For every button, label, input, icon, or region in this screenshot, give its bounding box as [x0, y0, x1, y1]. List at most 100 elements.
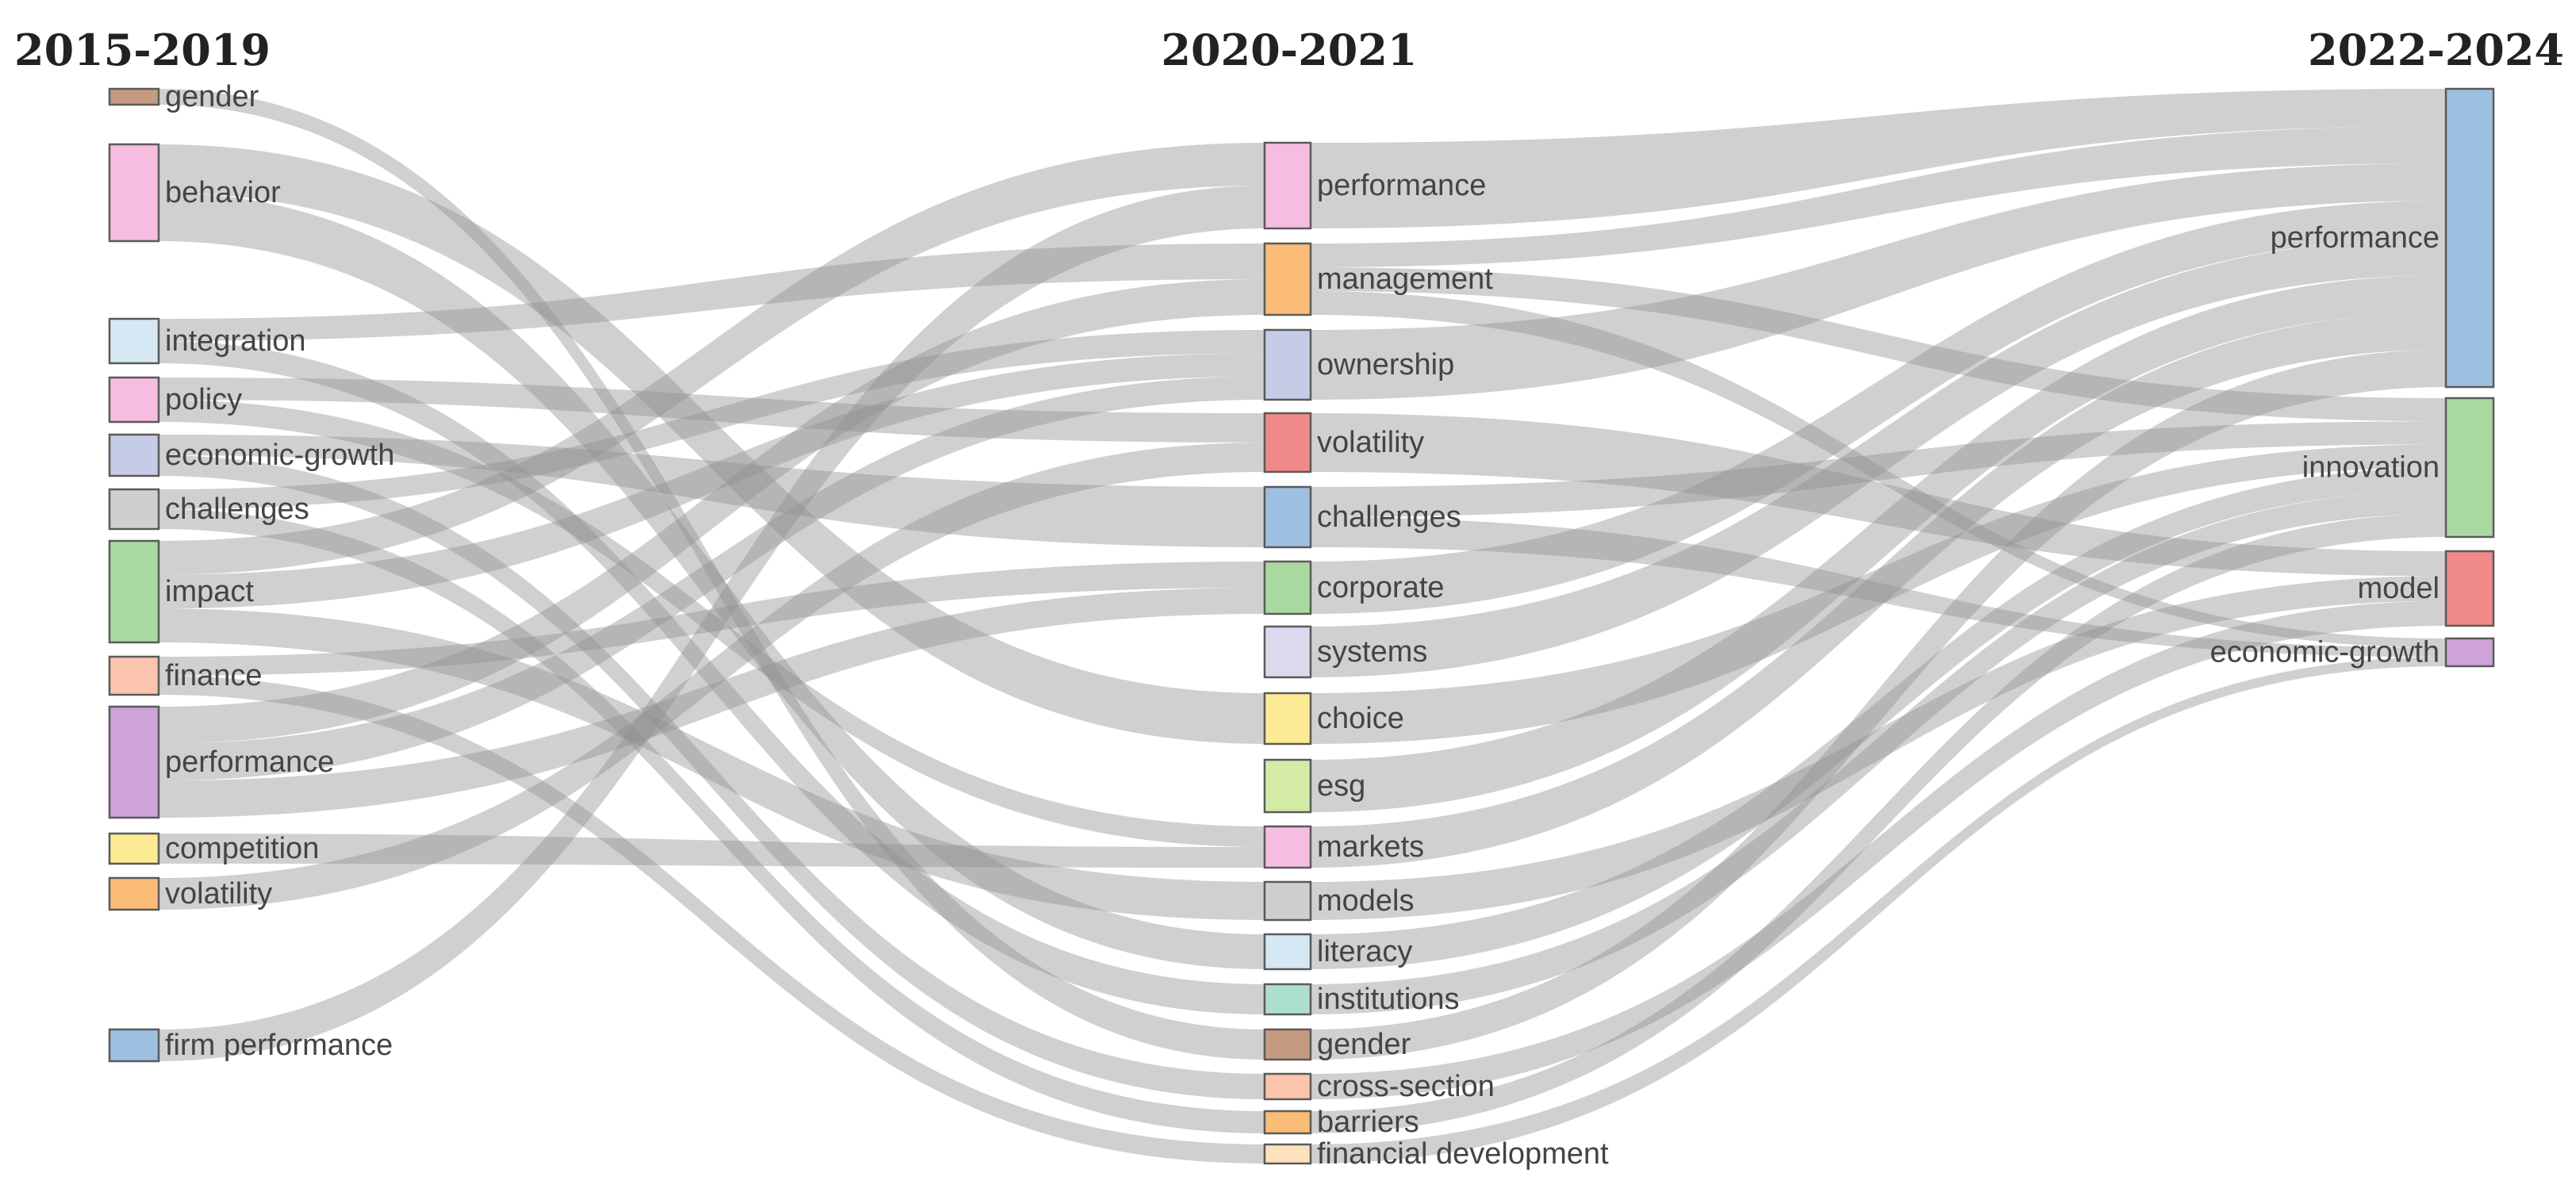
node-b-cross-section[interactable]: cross-section — [1263, 1070, 1495, 1103]
flow-b-systems-to-c-performance[interactable] — [1311, 238, 2446, 677]
flow-a-performance-to-b-corporate[interactable] — [159, 588, 1265, 818]
node-bar-b-corporate[interactable] — [1263, 560, 1312, 615]
node-c-performance[interactable]: performance — [2271, 87, 2495, 389]
flow-b-challenges-to-c-economic-growth[interactable] — [1311, 517, 2446, 657]
node-a-challenges[interactable]: challenges — [108, 488, 309, 531]
node-bar-a-finance[interactable] — [108, 655, 160, 696]
flow-b-markets-to-c-performance[interactable] — [1311, 312, 2446, 868]
node-bar-b-performance[interactable] — [1263, 141, 1312, 230]
node-bar-a-performance[interactable] — [108, 705, 160, 819]
node-bar-a-integration[interactable] — [108, 317, 160, 365]
node-b-ownership[interactable]: ownership — [1263, 328, 1454, 401]
flow-b-corporate-to-c-performance[interactable] — [1311, 201, 2446, 614]
node-b-markets[interactable]: markets — [1263, 825, 1424, 869]
node-bar-b-financial-development[interactable] — [1263, 1143, 1312, 1165]
node-bar-b-institutions[interactable] — [1263, 983, 1312, 1016]
flow-a-volatility-to-b-volatility[interactable] — [159, 443, 1265, 910]
node-bar-b-models[interactable] — [1263, 880, 1312, 922]
node-bar-b-gender[interactable] — [1263, 1028, 1312, 1061]
flow-a-policy-to-b-volatility[interactable] — [159, 378, 1265, 443]
flow-a-behavior-to-b-literacy[interactable] — [159, 193, 1265, 969]
flow-b-esg-to-c-performance[interactable] — [1311, 275, 2446, 812]
flow-a-performance-to-b-ownership[interactable] — [159, 376, 1265, 781]
node-bar-b-ownership[interactable] — [1263, 328, 1312, 401]
node-bar-b-literacy[interactable] — [1263, 933, 1312, 971]
node-bar-c-economic-growth[interactable] — [2444, 637, 2495, 668]
node-bar-a-challenges[interactable] — [108, 488, 160, 531]
flow-a-finance-to-b-financial-development[interactable] — [159, 676, 1265, 1163]
flow-a-challenges-to-b-ownership[interactable] — [159, 330, 1265, 509]
node-bar-a-gender[interactable] — [108, 87, 160, 106]
node-bar-c-innovation[interactable] — [2444, 397, 2495, 539]
node-b-esg[interactable]: esg — [1263, 758, 1365, 814]
node-c-economic-growth[interactable]: economic-growth — [2210, 636, 2495, 669]
node-bar-c-model[interactable] — [2444, 550, 2495, 627]
node-a-gender[interactable]: gender — [108, 80, 259, 113]
node-a-finance[interactable]: finance — [108, 655, 263, 696]
node-a-behavior[interactable]: behavior — [108, 143, 281, 243]
node-b-institutions[interactable]: institutions — [1263, 983, 1460, 1016]
flow-b-financial-development-to-c-economic-growth[interactable] — [1311, 657, 2446, 1163]
node-b-performance[interactable]: performance — [1263, 141, 1486, 230]
node-bar-a-firm-performance[interactable] — [108, 1028, 160, 1063]
node-a-economic-growth[interactable]: economic-growth — [108, 433, 394, 477]
flow-b-barriers-to-c-innovation[interactable] — [1311, 513, 2446, 1133]
node-a-volatility[interactable]: volatility — [108, 876, 272, 911]
flow-a-competition-to-b-markets[interactable] — [159, 834, 1265, 868]
node-a-firm-performance[interactable]: firm performance — [108, 1028, 393, 1063]
node-bar-b-markets[interactable] — [1263, 825, 1312, 869]
flow-b-performance-to-c-performance[interactable] — [1311, 89, 2446, 228]
flow-a-economic-growth-to-b-challenges[interactable] — [159, 435, 1265, 547]
node-bar-b-volatility[interactable] — [1263, 412, 1312, 473]
node-a-competition[interactable]: competition — [108, 832, 319, 865]
flow-b-choice-to-c-innovation[interactable] — [1311, 444, 2446, 744]
node-b-literacy[interactable]: literacy — [1263, 933, 1412, 971]
node-b-volatility[interactable]: volatility — [1263, 412, 1424, 473]
node-bar-a-behavior[interactable] — [108, 143, 160, 243]
flow-a-behavior-to-b-choice[interactable] — [159, 144, 1265, 744]
flow-b-challenges-to-c-innovation[interactable] — [1311, 421, 2446, 517]
flow-a-impact-to-b-performance[interactable] — [159, 143, 1265, 575]
node-a-integration[interactable]: integration — [108, 317, 305, 365]
flow-b-cross-section-to-c-model[interactable] — [1311, 600, 2446, 1099]
node-bar-a-economic-growth[interactable] — [108, 433, 160, 477]
node-b-models[interactable]: models — [1263, 880, 1415, 922]
flow-a-impact-to-b-ownership[interactable] — [159, 353, 1265, 609]
node-c-model[interactable]: model — [2358, 550, 2495, 627]
node-bar-c-performance[interactable] — [2444, 87, 2495, 389]
node-b-gender[interactable]: gender — [1263, 1028, 1411, 1061]
flow-b-management-to-c-economic-growth[interactable] — [1311, 291, 2446, 648]
node-bar-b-cross-section[interactable] — [1263, 1072, 1312, 1101]
node-bar-a-volatility[interactable] — [108, 876, 160, 911]
flow-a-economic-growth-to-b-cross-section[interactable] — [159, 455, 1265, 1099]
flow-b-ownership-to-c-performance[interactable] — [1311, 163, 2446, 400]
node-c-innovation[interactable]: innovation — [2302, 397, 2495, 539]
flow-a-challenges-to-b-barriers[interactable] — [159, 509, 1265, 1133]
node-bar-b-challenges[interactable] — [1263, 485, 1312, 549]
node-b-challenges[interactable]: challenges — [1263, 485, 1461, 549]
node-b-management[interactable]: management — [1263, 242, 1493, 316]
flow-a-integration-to-b-institutions[interactable] — [159, 341, 1265, 1014]
flow-b-management-to-c-innovation[interactable] — [1311, 267, 2446, 422]
flow-a-integration-to-b-management[interactable] — [159, 243, 1265, 341]
node-b-choice[interactable]: choice — [1263, 692, 1404, 746]
node-bar-b-choice[interactable] — [1263, 692, 1312, 746]
node-b-barriers[interactable]: barriers — [1263, 1106, 1419, 1139]
node-b-systems[interactable]: systems — [1263, 625, 1427, 679]
node-b-financial-development[interactable]: financial development — [1263, 1137, 1609, 1171]
flow-a-performance-to-b-management[interactable] — [159, 279, 1265, 744]
flow-a-gender-to-b-gender[interactable] — [159, 89, 1265, 1060]
node-bar-a-impact[interactable] — [108, 539, 160, 644]
node-bar-a-competition[interactable] — [108, 832, 160, 865]
node-bar-b-esg[interactable] — [1263, 758, 1312, 814]
flow-a-policy-to-b-markets[interactable] — [159, 400, 1265, 847]
node-a-policy[interactable]: policy — [108, 376, 242, 424]
flow-a-firm-performance-to-b-performance[interactable] — [159, 186, 1265, 1061]
node-bar-a-policy[interactable] — [108, 376, 160, 424]
node-a-performance[interactable]: performance — [108, 705, 334, 819]
node-bar-b-systems[interactable] — [1263, 625, 1312, 679]
node-bar-b-management[interactable] — [1263, 242, 1312, 316]
flow-b-management-to-c-performance[interactable] — [1311, 126, 2446, 267]
flow-b-volatility-to-c-model[interactable] — [1311, 413, 2446, 577]
node-b-corporate[interactable]: corporate — [1263, 560, 1445, 615]
